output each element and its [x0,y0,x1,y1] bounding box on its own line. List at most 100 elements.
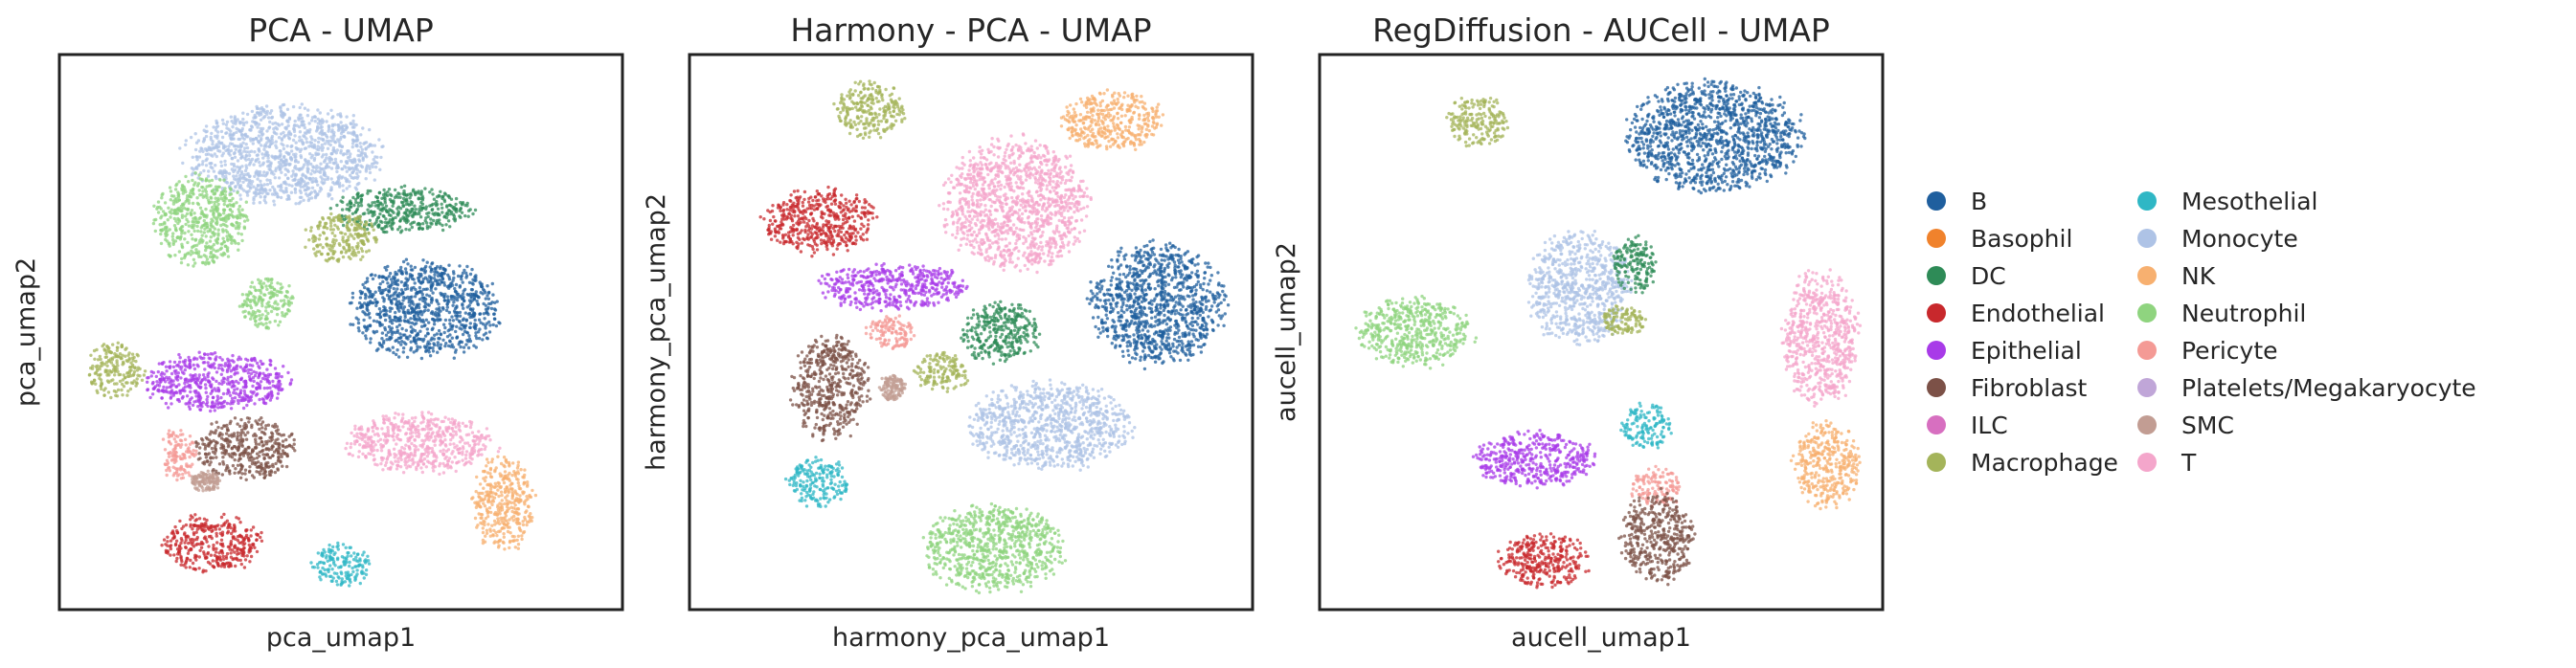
cell-point [327,127,331,131]
cell-point [431,202,435,207]
cell-point [484,307,488,311]
cell-point [164,237,168,242]
cell-point [215,199,219,204]
cell-point [226,249,230,254]
cell-point [480,453,484,456]
cell-point [402,189,406,193]
cell-point [287,183,291,187]
cell-point [233,445,237,449]
cell-point [417,196,420,200]
cell-point [260,144,263,147]
cell-point [260,301,264,305]
cell-point [352,125,356,129]
cell-point [320,167,324,171]
cell-point [336,113,340,117]
cell-point [486,294,489,298]
cell-point [273,176,277,180]
cell-point [405,355,410,359]
cell-point [255,387,259,391]
cell-point [331,252,335,256]
cell-point [299,190,303,195]
cell-point [228,393,233,397]
cell-point [470,267,474,272]
cell-point [191,223,194,228]
cell-point [196,378,200,383]
cell-point [205,215,209,219]
cell-point [209,195,213,199]
cell-point [404,277,408,280]
cell-point [219,217,223,221]
cell-point [355,136,359,140]
cell-point [283,163,288,167]
cell-point [102,347,106,351]
cell-point [229,199,233,203]
cell-point [229,129,233,133]
cell-point [463,268,466,273]
cell-point [413,281,417,285]
cell-point [472,297,477,301]
cell-point [285,144,289,148]
cell-point [200,378,204,383]
cell-point [461,302,464,306]
cell-point [332,216,336,220]
cell-point [208,255,213,259]
cell-point [117,354,121,359]
cell-point [486,297,491,301]
cell-point [245,172,249,177]
cell-point [215,125,218,129]
cell-point [286,120,290,124]
cell-point [109,395,113,400]
cell-point [265,109,269,114]
cell-point [230,167,235,171]
cell-point [350,138,355,142]
cell-point [380,331,385,335]
cell-point [214,357,217,361]
cell-point [404,257,409,261]
cell-point [447,263,451,267]
cell-point [237,204,242,209]
cell-point [219,242,223,246]
cell-point [190,249,193,253]
cell-point [377,190,382,195]
cell-point [289,149,294,153]
cell-point [358,142,362,145]
cell-point [187,355,191,360]
cell-point [398,336,402,340]
cell-point [352,236,356,240]
cell-point [165,386,169,390]
cell-point [280,186,283,189]
cell-point [218,431,222,435]
cell-point [274,461,278,466]
cell-point [347,131,350,135]
cell-point [280,374,283,379]
cell-point [305,163,310,167]
cell-point [432,218,436,223]
cell-point [282,146,286,151]
cell-point [364,280,368,284]
cell-point [169,198,172,202]
cell-point [359,239,363,243]
cell-point [364,294,368,298]
cell-point [451,278,455,282]
cell-point [394,316,398,320]
cell-point [468,325,472,330]
cell-point [394,297,398,301]
cell-point [429,338,433,342]
cell-point [209,235,213,239]
cell-point [361,282,365,287]
cell-point [420,318,425,323]
cell-point [130,352,135,356]
cell-point [386,330,391,334]
cell-point [170,454,174,458]
cell-point [281,304,285,308]
cell-point [352,228,356,233]
cell-point [217,462,222,466]
cell-point [316,125,320,130]
cell-point [230,456,235,459]
cell-point [258,436,261,440]
cell-point [346,203,350,207]
cell-point [231,124,235,129]
cell-point [325,120,328,123]
cell-point [370,225,374,229]
cell-point [411,327,415,331]
